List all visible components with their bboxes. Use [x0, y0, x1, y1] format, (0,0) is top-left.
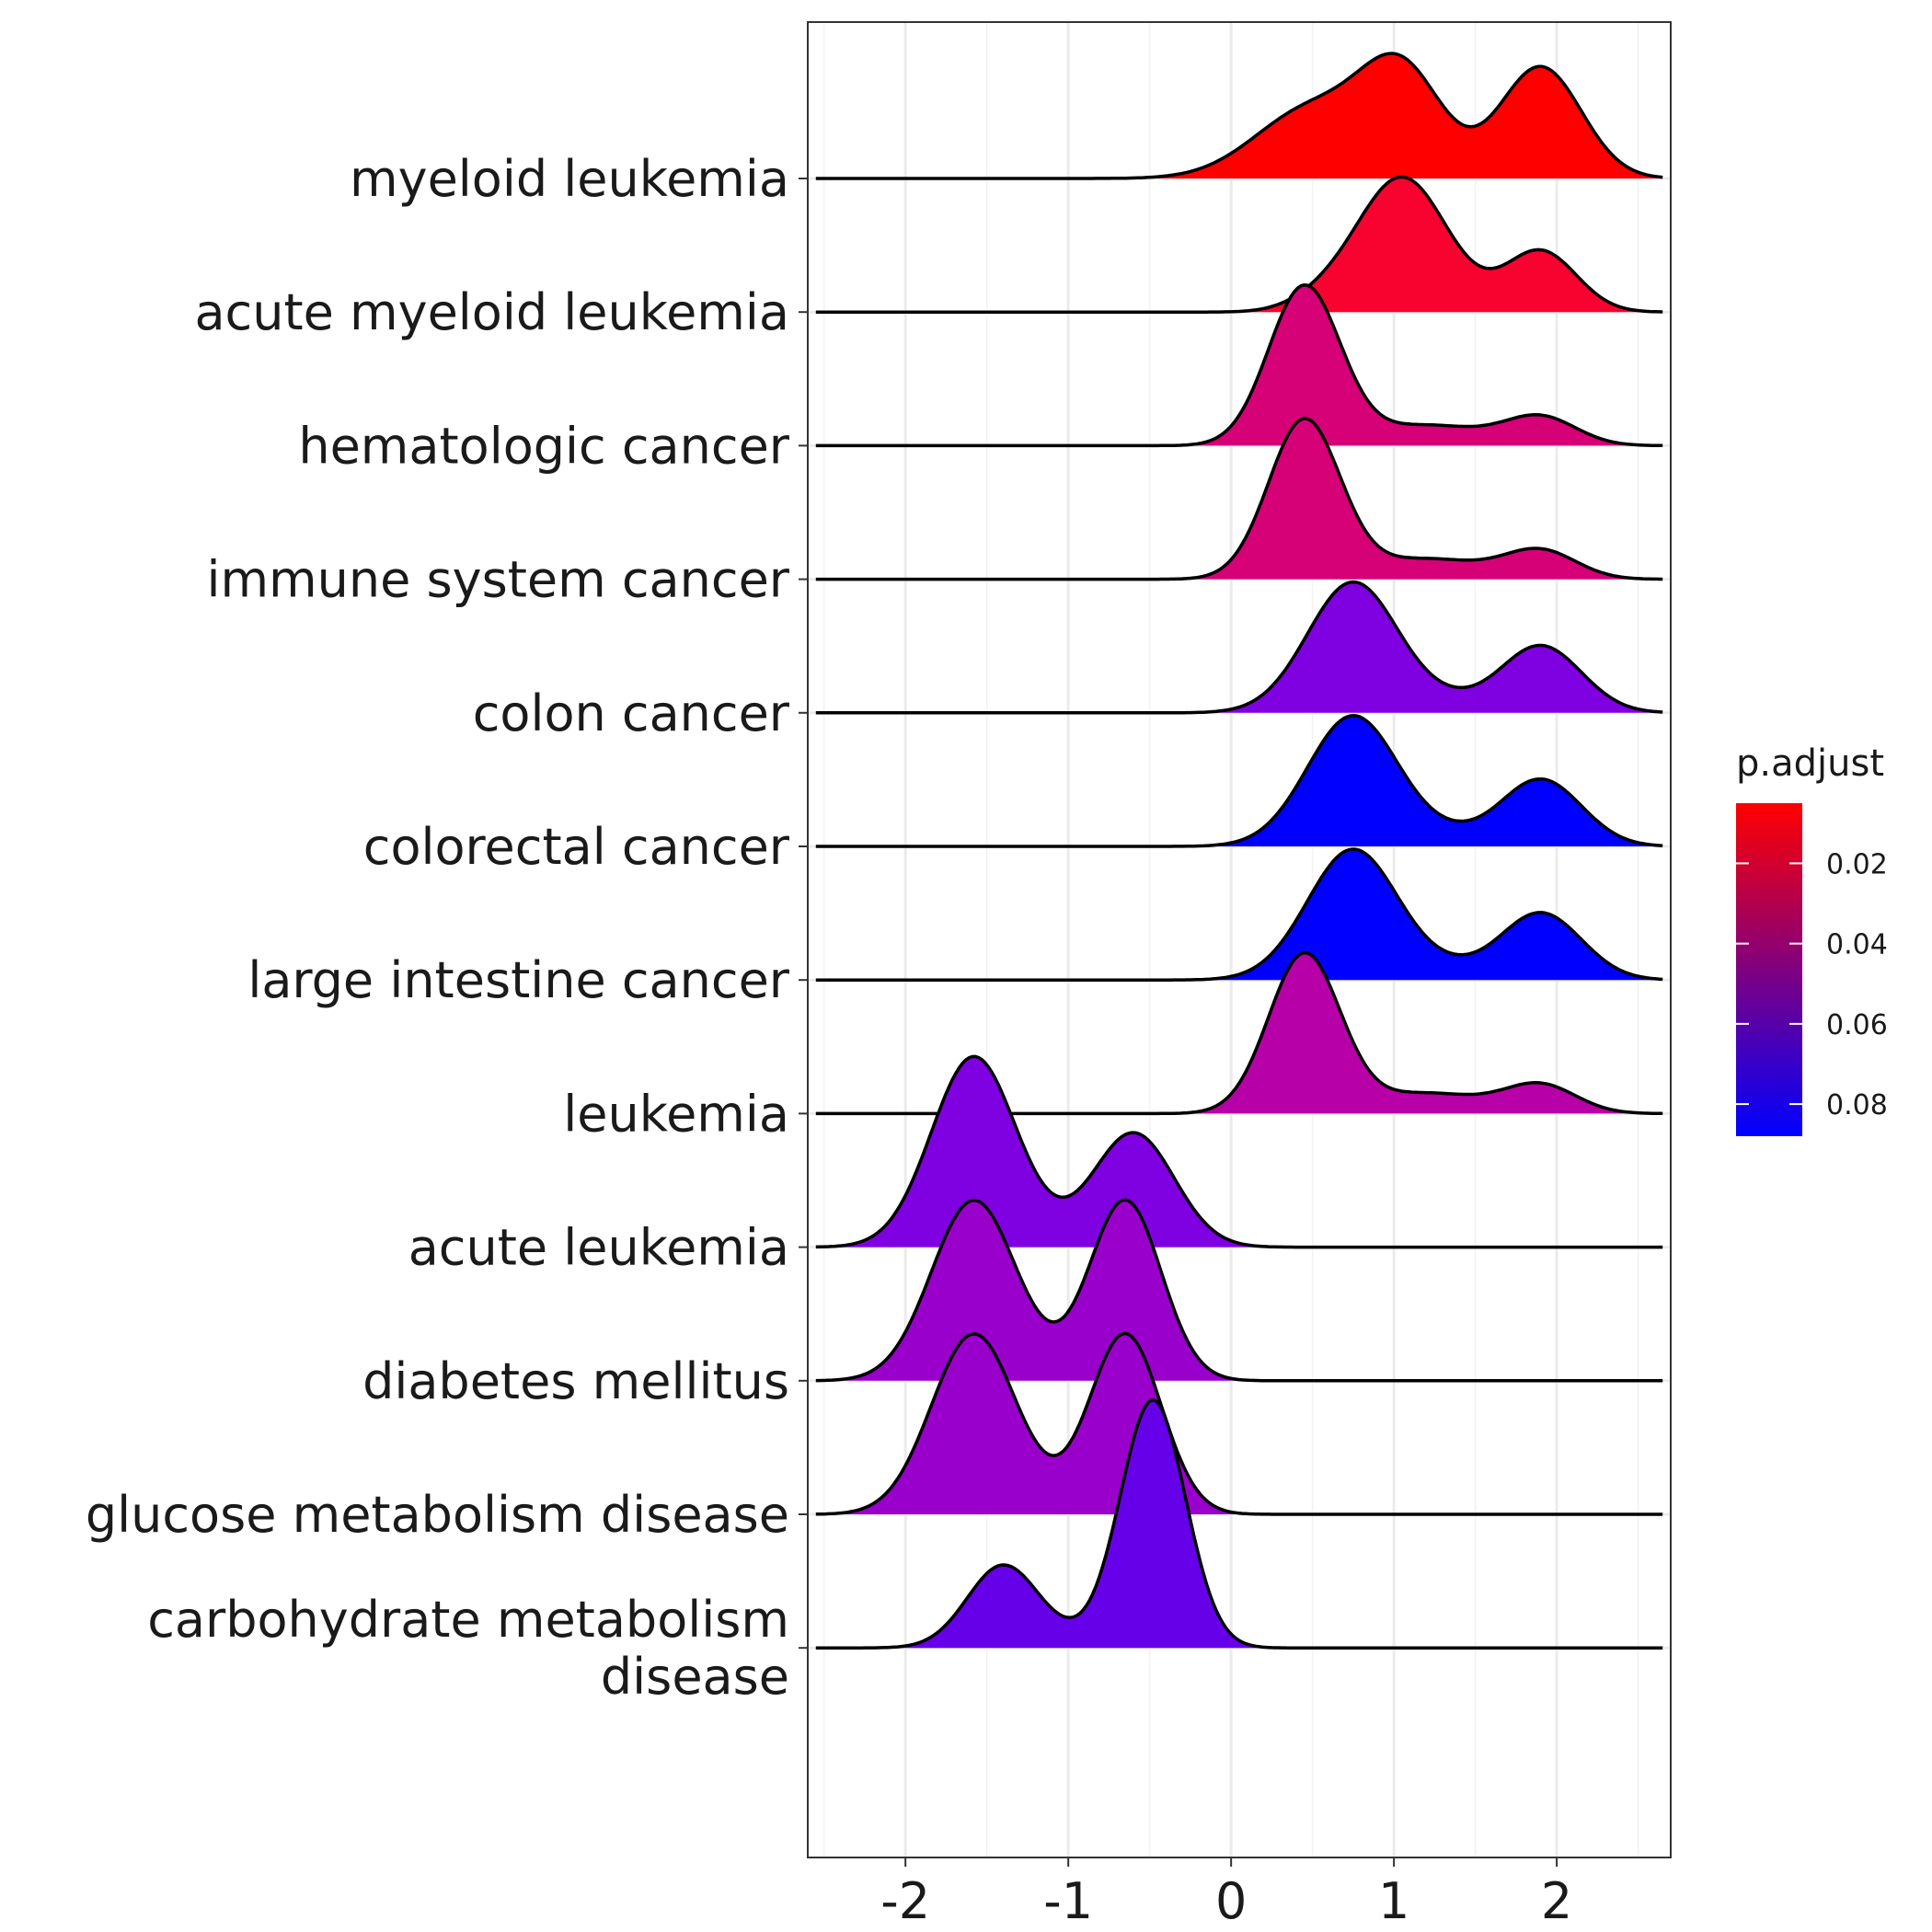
legend-tick-label: 0.08 [1826, 1089, 1888, 1121]
y-tick-label: hematologic cancer [298, 417, 789, 475]
ridge-line [815, 417, 1663, 581]
ridge-line [815, 52, 1663, 180]
ridge-fill [815, 715, 1663, 846]
ridge-myeloid-leukemia [815, 52, 1663, 180]
legend-ticks: 0.02 0.04 0.06 0.08 [1736, 848, 1888, 1121]
x-tick-label: 0 [1215, 1872, 1247, 1930]
y-tick-label: glucose metabolism disease [86, 1486, 789, 1544]
ridge-fill [815, 849, 1663, 981]
ridge-acute-myeloid-leukemia [815, 175, 1663, 314]
ridge-line [815, 580, 1663, 715]
ridge-line [815, 175, 1663, 314]
ridge-line [815, 714, 1663, 848]
x-axis: -2 -1 0 1 2 [880, 1857, 1572, 1930]
ridge-colorectal-cancer [815, 714, 1663, 848]
ridge-fill [815, 1200, 1663, 1381]
x-tick-label: -1 [1043, 1872, 1093, 1930]
y-tick-label: acute myeloid leukemia [194, 283, 789, 341]
ridge-colon-cancer [815, 580, 1663, 715]
y-tick-label: colorectal cancer [363, 818, 790, 876]
ridge-line [815, 1398, 1663, 1650]
ridge-fill [815, 53, 1663, 178]
ridge-glucose-metabolism-disease [815, 1331, 1663, 1516]
legend-tick-label: 0.02 [1826, 848, 1888, 880]
legend-tick-label: 0.06 [1826, 1009, 1888, 1041]
ridge-fill [815, 1399, 1663, 1649]
ridge-diabetes-mellitus [815, 1198, 1663, 1383]
legend: p.adjust 0.02 0.04 0.06 0.08 [1736, 742, 1888, 1136]
y-tick-label: colon cancer [473, 684, 790, 742]
ridge-line [815, 1331, 1663, 1516]
y-tick-label: large intestine cancer [247, 951, 789, 1009]
x-tick-label: -2 [880, 1872, 930, 1930]
y-tick-label: diabetes mellitus [362, 1352, 789, 1410]
ridge-immune-system-cancer [815, 417, 1663, 581]
y-tick-label: myeloid leukemia [350, 150, 789, 208]
legend-title: p.adjust [1736, 742, 1884, 785]
ridge-fill [815, 1056, 1663, 1248]
ridge-line [815, 1054, 1663, 1249]
y-tick-label: carbohydrate metabolism disease [147, 1591, 789, 1706]
ridge-line [815, 282, 1663, 448]
ridge-line [815, 1198, 1663, 1383]
x-tick-label: 1 [1378, 1872, 1409, 1930]
ridge-line [815, 847, 1663, 982]
ridge-acute-leukemia [815, 1054, 1663, 1249]
legend-tick-label: 0.04 [1826, 929, 1888, 961]
y-axis: myeloid leukemia acute myeloid leukemia he… [86, 150, 808, 1706]
ridges [815, 52, 1663, 1650]
ridge-large-intestine-cancer [815, 847, 1663, 982]
y-tick-label: immune system cancer [206, 551, 789, 609]
x-tick-label: 2 [1541, 1872, 1572, 1930]
panel-border [807, 21, 1672, 1858]
ridge-fill [815, 177, 1663, 313]
colorbar [1736, 803, 1802, 1136]
ridge-carbohydrate-metabolism-disease [815, 1398, 1663, 1650]
y-tick-label: leukemia [563, 1085, 789, 1143]
ridge-fill [815, 581, 1663, 713]
ridge-fill [815, 1333, 1663, 1514]
ridge-hematologic-cancer [815, 282, 1663, 448]
y-tick-label: acute leukemia [408, 1219, 789, 1277]
